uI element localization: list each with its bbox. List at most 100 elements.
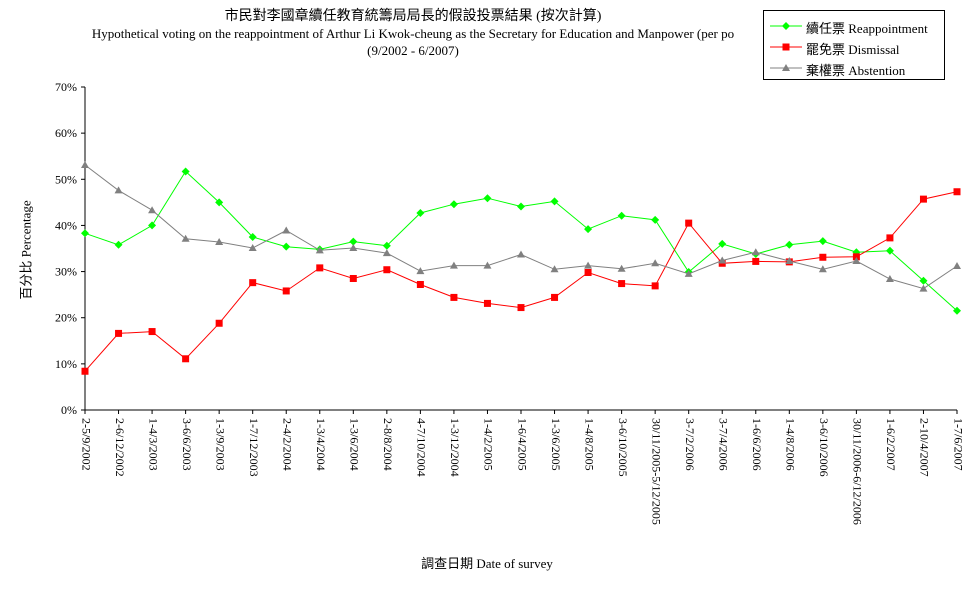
y-tick-label: 10% [55, 357, 77, 371]
data-point-abstention [953, 262, 961, 270]
data-point-reappointment [483, 194, 492, 203]
x-tick-label: 1-4/2/2005 [482, 418, 496, 471]
x-tick-label: 1-3/6/2005 [549, 418, 563, 471]
x-axis-label: 調查日期 Date of survey [421, 556, 553, 571]
data-point-reappointment [114, 240, 123, 249]
data-point-abstention [751, 248, 760, 256]
data-point-abstention [919, 284, 928, 292]
data-point-dismissal [249, 279, 257, 287]
x-tick-label: 2-4/2/2004 [280, 418, 294, 471]
x-tick-label: 1-6/4/2005 [515, 418, 529, 471]
series-line-dismissal [84, 191, 958, 372]
x-tick-label: 1-3/9/2003 [213, 418, 227, 471]
data-point-dismissal [852, 253, 860, 261]
data-point-abstention [81, 160, 89, 168]
data-point-abstention [818, 265, 827, 273]
x-tick-label: 1-4/8/2006 [784, 418, 798, 471]
data-point-dismissal [148, 328, 156, 336]
legend-swatch-dismissal [770, 43, 802, 51]
y-axis-label: 百分比 Percentage [18, 200, 34, 300]
data-point-abstention [449, 261, 458, 269]
data-point-reappointment [617, 211, 626, 220]
y-tick-label: 50% [55, 172, 77, 186]
data-point-dismissal [115, 329, 123, 337]
x-tick-label: 1-6/2/2007 [884, 418, 898, 471]
x-tick-label: 3-6/10/2005 [616, 418, 630, 477]
chart-title: 市民對李國章續任教育統籌局局長的假設投票結果 (按次計算) [224, 9, 602, 24]
x-tick-label: 2-5/9/2002 [79, 418, 93, 471]
legend-swatch-abstention [770, 64, 802, 71]
x-tick-label: 1-7/12/2003 [247, 418, 261, 477]
data-point-abstention [718, 256, 727, 264]
legend-label-abstention: 棄權票 Abstention [806, 63, 906, 78]
data-point-reappointment [651, 215, 660, 224]
data-point-dismissal [819, 253, 827, 261]
y-tick-label: 0% [61, 403, 77, 417]
x-tick-label: 1-7/6/2007 [951, 418, 965, 471]
data-point-abstention [651, 259, 660, 267]
data-point-reappointment [718, 239, 727, 248]
data-point-abstention [684, 269, 693, 277]
data-point-abstention [382, 249, 391, 257]
data-point-reappointment [449, 200, 458, 209]
data-point-dismissal [383, 266, 391, 274]
data-point-abstention [785, 256, 794, 264]
data-point-dismissal [618, 280, 626, 288]
data-point-reappointment [81, 229, 89, 238]
data-point-dismissal [551, 293, 559, 301]
data-point-reappointment [785, 240, 794, 249]
data-point-reappointment [550, 197, 559, 206]
data-point-abstention [584, 261, 593, 269]
data-point-abstention [282, 226, 291, 234]
data-point-reappointment [919, 276, 928, 285]
x-tick-label: 2-10/4/2007 [918, 418, 932, 477]
data-point-abstention [852, 256, 861, 264]
x-tick-label: 30/11/2005-5/12/2005 [649, 418, 663, 525]
data-point-dismissal [953, 188, 961, 196]
x-tick-label: 1-4/8/2005 [582, 418, 596, 471]
data-point-abstention [148, 206, 157, 214]
x-tick-label: 2-6/12/2002 [113, 418, 127, 477]
legend-label-reappointment: 續任票 Reappointment [806, 21, 928, 36]
data-point-reappointment [517, 202, 525, 211]
data-point-reappointment [416, 208, 425, 217]
data-point-dismissal [416, 280, 424, 288]
data-point-dismissal [483, 299, 491, 307]
x-tick-label: 1-6/6/2006 [750, 418, 764, 471]
y-tick-label: 40% [55, 218, 77, 232]
data-point-abstention [550, 265, 559, 273]
chart-subtitle: Hypothetical voting on the reappointment… [91, 26, 735, 41]
data-point-dismissal [316, 264, 324, 272]
data-point-dismissal [919, 195, 927, 203]
data-point-abstention [248, 244, 257, 252]
x-tick-label: 4-7/10/2004 [415, 418, 429, 477]
y-tick-label: 70% [55, 80, 77, 94]
data-point-dismissal [450, 293, 458, 301]
legend-label-dismissal: 罷免票 Dismissal [806, 42, 900, 57]
data-point-abstention [617, 264, 626, 272]
x-tick-label: 3-6/10/2006 [817, 418, 831, 477]
data-point-reappointment [885, 246, 894, 255]
data-point-reappointment [215, 198, 224, 207]
data-point-abstention [885, 274, 894, 282]
data-point-reappointment [248, 232, 257, 241]
data-point-dismissal [349, 274, 357, 282]
legend-swatch-reappointment [770, 22, 802, 30]
x-tick-label: 3-7/4/2006 [716, 418, 730, 471]
x-tick-label: 3-7/2/2006 [683, 418, 697, 471]
data-point-reappointment [818, 237, 827, 246]
data-point-reappointment [852, 248, 861, 257]
data-point-reappointment [282, 242, 291, 251]
x-tick-label: 2-8/8/2004 [381, 418, 395, 471]
x-tick-label: 1-3/12/2004 [448, 418, 462, 477]
data-point-dismissal [182, 355, 190, 363]
y-tick-label: 20% [55, 311, 77, 325]
series-line-abstention [84, 164, 958, 290]
data-point-abstention [517, 250, 525, 258]
y-tick-label: 30% [55, 265, 77, 279]
x-tick-label: 1-3/6/2004 [348, 418, 362, 471]
data-point-reappointment [148, 221, 157, 230]
data-point-dismissal [752, 257, 760, 265]
